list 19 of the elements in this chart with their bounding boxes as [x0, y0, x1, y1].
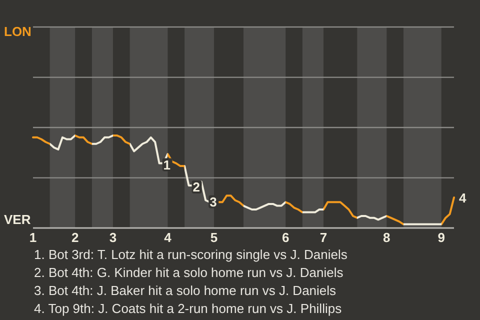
text: 1. Bot 3rd: T. Lotz hit a run-scoring single vs J. Daniels [34, 247, 348, 262]
x-tick-label: 5 [210, 230, 218, 245]
text: LON [4, 24, 32, 39]
annotation: 3 [210, 194, 217, 210]
text: VER [4, 212, 32, 227]
x-tick-label: 6 [282, 230, 290, 245]
x-tick-label: 1 [29, 230, 37, 245]
x-tick-label: 4 [164, 230, 172, 245]
x-tick-label: 9 [438, 230, 445, 245]
text: 2. Bot 4th: G. Kinder hit a solo home run vs J. Daniels [34, 265, 344, 280]
x-tick-label: 3 [109, 230, 117, 245]
text: 4 [459, 190, 467, 206]
annotation: 1 [163, 157, 171, 172]
annotation: 2 [192, 179, 200, 194]
x-tick-label: 7 [320, 230, 328, 245]
text: 3. Bot 4th: J. Baker hit a solo home run vs J. Daniels [34, 283, 337, 298]
x-tick-label: 8 [383, 230, 390, 245]
x-tick-label: 2 [71, 230, 79, 245]
text: 4. Top 9th: J. Coats hit a 2-run home run vs J. Phillips [34, 301, 342, 316]
